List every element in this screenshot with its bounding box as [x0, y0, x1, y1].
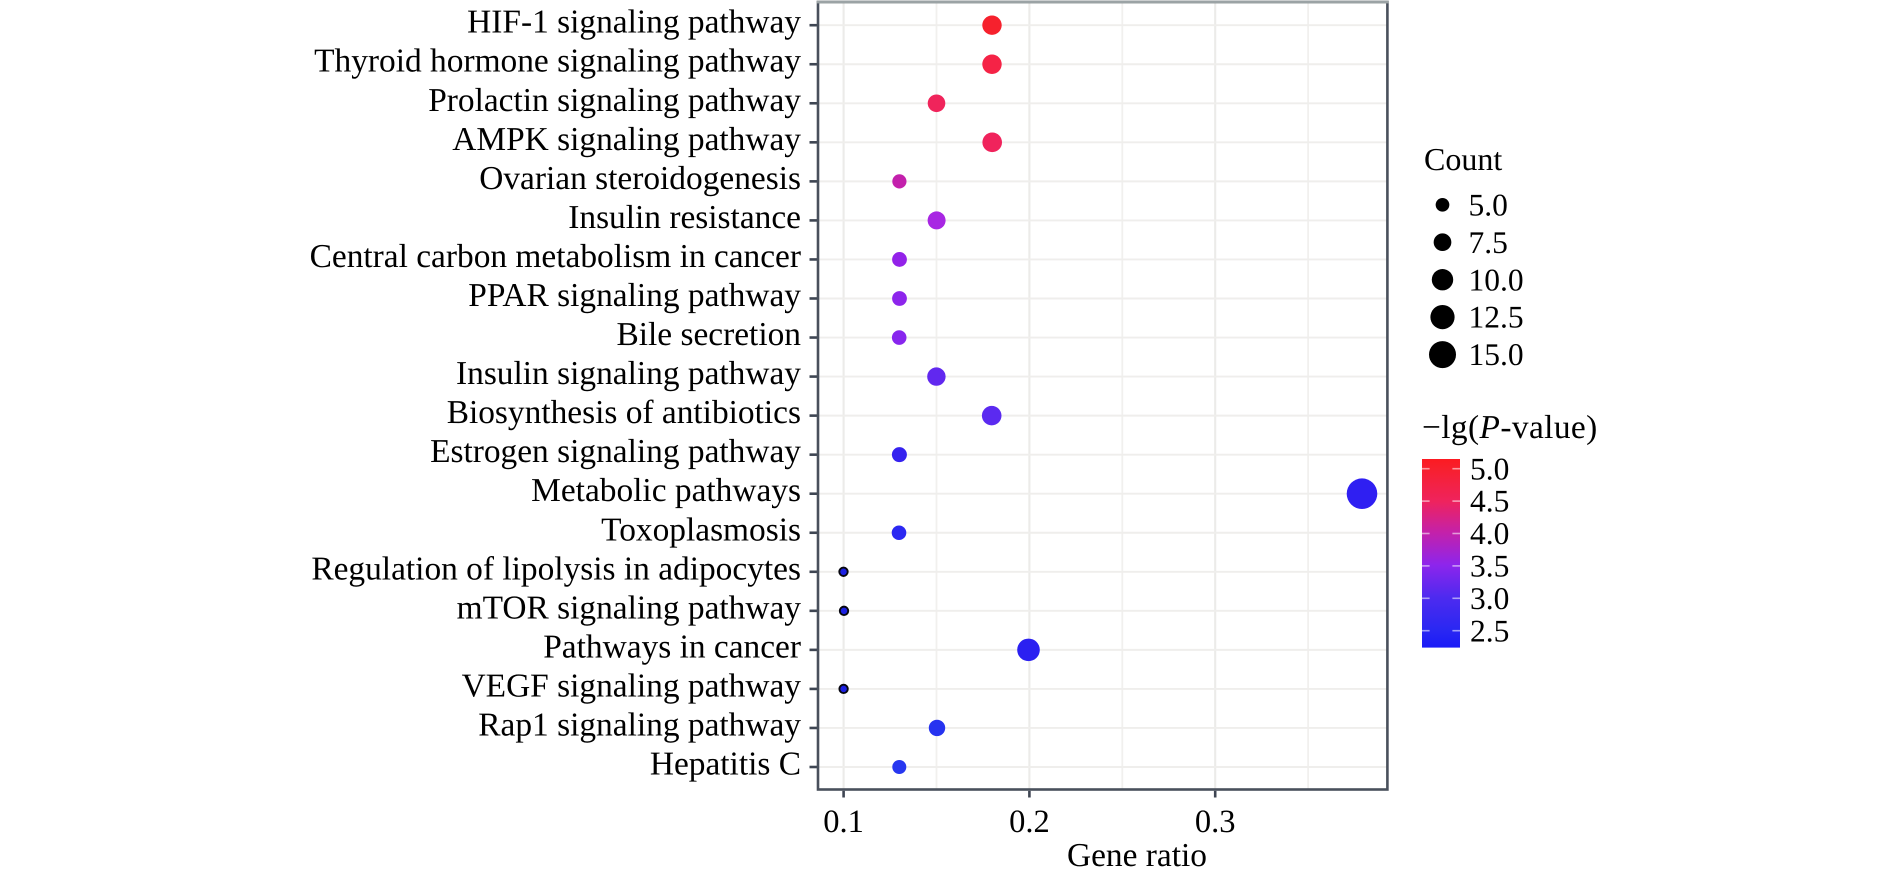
svg-text:3.5: 3.5 — [1470, 549, 1509, 584]
svg-text:Biosynthesis of antibiotics: Biosynthesis of antibiotics — [447, 394, 801, 431]
svg-text:Toxoplasmosis: Toxoplasmosis — [601, 511, 801, 548]
svg-text:7.5: 7.5 — [1469, 225, 1508, 260]
svg-text:3.0: 3.0 — [1470, 581, 1509, 616]
svg-text:HIF-1 signaling pathway: HIF-1 signaling pathway — [467, 4, 801, 41]
svg-text:Estrogen signaling pathway: Estrogen signaling pathway — [430, 433, 801, 470]
svg-text:Gene ratio: Gene ratio — [1067, 837, 1207, 874]
svg-text:Metabolic pathways: Metabolic pathways — [531, 472, 801, 509]
svg-text:Count: Count — [1424, 141, 1502, 177]
svg-text:0.3: 0.3 — [1195, 804, 1236, 840]
svg-text:Rap1 signaling pathway: Rap1 signaling pathway — [478, 706, 801, 743]
svg-text:Insulin signaling pathway: Insulin signaling pathway — [456, 355, 801, 392]
svg-text:0.1: 0.1 — [823, 804, 864, 840]
svg-text:Insulin resistance: Insulin resistance — [568, 199, 801, 236]
svg-text:2.5: 2.5 — [1470, 613, 1509, 648]
svg-text:PPAR signaling pathway: PPAR signaling pathway — [468, 277, 801, 314]
svg-text:4.0: 4.0 — [1470, 516, 1509, 551]
svg-text:Bile secretion: Bile secretion — [616, 316, 801, 353]
svg-text:12.5: 12.5 — [1469, 300, 1524, 335]
svg-text:Central carbon metabolism in c: Central carbon metabolism in cancer — [310, 238, 801, 275]
svg-text:Hepatitis C: Hepatitis C — [650, 746, 801, 783]
svg-text:15.0: 15.0 — [1469, 337, 1524, 372]
svg-text:VEGF signaling pathway: VEGF signaling pathway — [462, 667, 802, 704]
svg-text:4.5: 4.5 — [1470, 484, 1509, 519]
svg-text:mTOR signaling pathway: mTOR signaling pathway — [457, 589, 802, 626]
svg-text:AMPK signaling pathway: AMPK signaling pathway — [452, 121, 801, 158]
svg-text:5.0: 5.0 — [1470, 451, 1509, 486]
svg-text:Thyroid hormone signaling path: Thyroid hormone signaling pathway — [314, 43, 801, 80]
svg-text:Prolactin signaling pathway: Prolactin signaling pathway — [428, 82, 801, 119]
svg-text:Regulation of lipolysis in adi: Regulation of lipolysis in adipocytes — [311, 550, 801, 587]
svg-text:5.0: 5.0 — [1469, 187, 1508, 222]
svg-text:−lg(P-value): −lg(P-value) — [1422, 409, 1598, 446]
svg-text:Ovarian steroidogenesis: Ovarian steroidogenesis — [479, 160, 801, 197]
svg-text:0.2: 0.2 — [1009, 804, 1050, 840]
svg-text:10.0: 10.0 — [1469, 262, 1524, 297]
svg-text:Pathways in cancer: Pathways in cancer — [543, 628, 801, 665]
